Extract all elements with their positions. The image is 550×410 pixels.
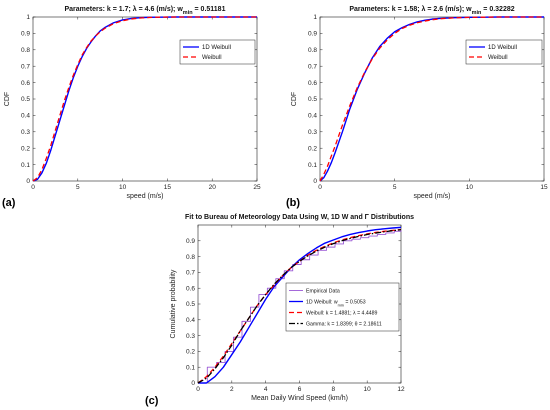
x-tick-label: 0 — [196, 386, 200, 393]
y-tick-label: 0 — [313, 178, 317, 185]
y-tick-label: 0.6 — [308, 80, 317, 87]
y-tick-label: 0.4 — [21, 113, 30, 120]
x-tick-label: 2 — [230, 386, 234, 393]
x-tick-label: 0 — [318, 184, 322, 191]
legend-label: Empirical Data — [306, 289, 340, 295]
legend-label: 1D Weibull — [202, 45, 231, 51]
y-tick-label: 0.3 — [186, 333, 195, 340]
series-line-1 — [198, 226, 402, 384]
legend-label: 1D Weibull: wmin = 0.5053 — [306, 300, 366, 308]
chart-title: Parameters: k = 1.58; λ = 2.6 (m/s); wmi… — [349, 5, 514, 16]
y-axis-label: Cumulative probability — [170, 269, 177, 338]
y-tick-label: 0.5 — [21, 96, 30, 103]
y-tick-label: 0.9 — [21, 31, 30, 38]
x-tick-label: 6 — [298, 386, 302, 393]
panel-label: (c) — [145, 395, 159, 407]
x-tick-label: 15 — [540, 184, 548, 191]
x-tick-label: 10 — [119, 184, 127, 191]
chart-panel-0: 0 5 10 15 20 25 0 0.1 0.2 0.3 0.4 0.5 0.6 0.7 0.8 0.9 1 s… — [2, 5, 261, 209]
legend-box — [465, 39, 543, 65]
y-tick-label: 0.8 — [308, 47, 317, 54]
x-tick-label: 15 — [164, 184, 172, 191]
y-tick-label: 0.6 — [186, 285, 195, 292]
y-tick-label: 0.6 — [21, 80, 30, 87]
x-axis-label: speed (m/s) — [127, 193, 164, 200]
y-tick-label: 0.9 — [308, 31, 317, 38]
x-tick-label: 4 — [264, 386, 268, 393]
y-tick-label: 0.8 — [186, 254, 195, 261]
x-tick-label: 8 — [332, 386, 336, 393]
x-tick-label: 5 — [76, 184, 80, 191]
legend-label: 1D Weibull — [488, 45, 517, 51]
legend-label: Weibull — [488, 55, 508, 61]
y-tick-label: 0.4 — [308, 113, 317, 120]
panel-label: (b) — [286, 197, 300, 209]
y-tick-label: 0.7 — [21, 63, 30, 70]
chart-title: Fit to Bureau of Meteorology Data Using … — [185, 214, 414, 221]
panel-label: (a) — [2, 197, 16, 209]
x-axis-label: Mean Daily Wind Speed (km/h) — [251, 395, 348, 402]
x-tick-label: 10 — [364, 386, 372, 393]
y-tick-label: 0.4 — [186, 317, 195, 324]
x-tick-label: 10 — [466, 184, 474, 191]
y-axis-label: CDF — [4, 92, 11, 106]
x-tick-label: 20 — [209, 184, 217, 191]
y-tick-label: 0.5 — [308, 96, 317, 103]
y-tick-label: 0.3 — [21, 129, 30, 136]
series-line-1 — [32, 16, 257, 182]
x-tick-label: 0 — [31, 184, 35, 191]
y-tick-label: 0 — [191, 380, 195, 387]
y-tick-label: 0.1 — [21, 162, 30, 169]
y-tick-label: 0.2 — [308, 145, 317, 152]
y-tick-label: 0.7 — [186, 270, 195, 277]
y-tick-label: 0.2 — [21, 145, 30, 152]
chart-panel-2: 0 2 4 6 8 10 12 0 0.1 0.2 0.3 0.4 0.5 0.6 0.7 0.8 0.9 Mea… — [145, 214, 414, 407]
y-axis-label: CDF — [291, 92, 298, 106]
legend-box — [179, 39, 256, 65]
y-tick-label: 0.2 — [186, 349, 195, 356]
y-tick-label: 0.5 — [186, 301, 195, 308]
legend-label: Weibull: k = 1.4881; λ = 4.4489 — [306, 311, 378, 317]
y-tick-label: 0.7 — [308, 63, 317, 70]
y-tick-label: 0.3 — [308, 129, 317, 136]
y-tick-label: 0.1 — [186, 364, 195, 371]
chart-title: Parameters: k = 1.7; λ = 4.6 (m/s); wmin… — [65, 5, 226, 16]
y-tick-label: 1 — [313, 14, 317, 21]
legend-box — [285, 282, 400, 332]
y-tick-label: 1 — [26, 14, 30, 21]
series-line-1 — [319, 16, 544, 182]
x-tick-label: 5 — [393, 184, 397, 191]
x-tick-label: 12 — [397, 386, 405, 393]
y-tick-label: 0.1 — [308, 162, 317, 169]
y-tick-label: 0.9 — [186, 238, 195, 245]
legend-label: Weibull — [202, 55, 222, 61]
series-line-3 — [197, 229, 402, 384]
y-tick-label: 0 — [26, 178, 30, 185]
chart-panel-1: 0 5 10 15 0 0.1 0.2 0.3 0.4 0.5 0.6 0.7 0.8 0.9 1 speed… — [286, 5, 548, 209]
legend-label: Gamma: k = 1.8399; θ = 2.18611 — [306, 322, 382, 328]
y-tick-label: 0.8 — [21, 47, 30, 54]
x-tick-label: 25 — [253, 184, 261, 191]
x-axis-label: speed (m/s) — [414, 193, 451, 200]
